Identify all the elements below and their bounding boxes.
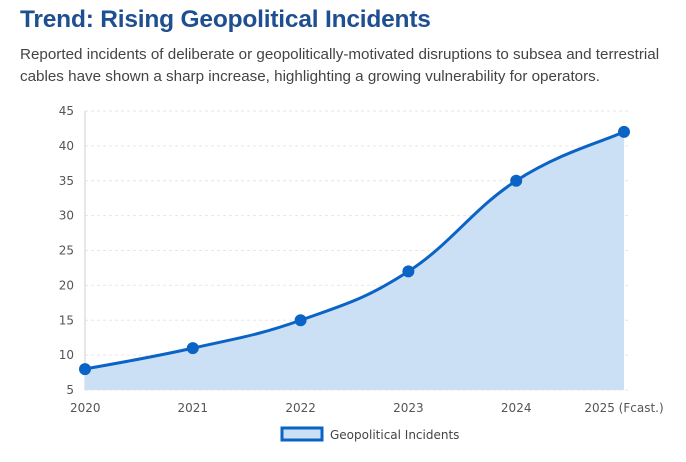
series-area-fill: [85, 131, 624, 391]
y-tick-label: 5: [66, 383, 74, 397]
series-line: [84, 130, 625, 371]
x-tick-label: 2025 (Fcast.): [584, 401, 663, 415]
x-tick-label: 2023: [393, 401, 424, 415]
x-tick-label: 2020: [70, 401, 101, 415]
x-tick-label: 2022: [285, 401, 316, 415]
y-axis-ticks: 45 40 35 30 25 20 15 10 5: [59, 104, 74, 397]
y-tick-label: 45: [59, 104, 74, 118]
legend-swatch[interactable]: [280, 426, 324, 442]
y-tick-label: 40: [59, 139, 74, 153]
y-tick-label: 25: [59, 244, 74, 258]
x-tick-label: 2021: [178, 401, 209, 415]
x-axis-ticks: 2020 2021 2022 2023 2024 2025 (Fcast.): [70, 401, 664, 415]
legend[interactable]: Geopolitical Incidents: [280, 426, 459, 442]
data-point[interactable]: [186, 342, 199, 355]
legend-label[interactable]: Geopolitical Incidents: [330, 428, 459, 442]
y-tick-label: 35: [59, 174, 74, 188]
chart-subtitle: Reported incidents of deliberate or geop…: [20, 46, 660, 85]
y-tick-label: 15: [59, 313, 74, 327]
data-point[interactable]: [510, 174, 523, 187]
data-point[interactable]: [402, 265, 415, 278]
data-point[interactable]: [79, 363, 91, 376]
y-tick-label: 20: [59, 278, 74, 292]
data-point[interactable]: [294, 314, 307, 327]
x-tick-label: 2024: [501, 401, 532, 415]
data-points: [79, 125, 630, 376]
data-point[interactable]: [618, 125, 630, 138]
y-tick-label: 30: [59, 209, 74, 223]
chart-title: Trend: Rising Geopolitical Incidents: [20, 6, 431, 33]
y-tick-label: 10: [59, 348, 74, 362]
